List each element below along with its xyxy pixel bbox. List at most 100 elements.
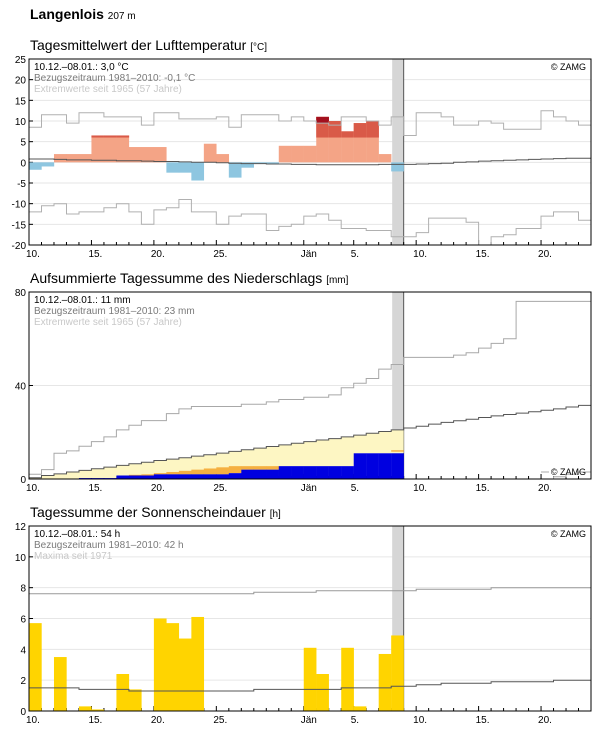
precipitation-brand: © ZAMG [551, 467, 586, 477]
precipitation-snow-bar [266, 466, 279, 470]
temperature-bar [29, 162, 42, 170]
temperature-legend-reference: Bezugszeitraum 1981–2010: -0,1 °C [34, 73, 195, 84]
sunshine-xtick-label: 25. [213, 715, 227, 726]
precipitation-bar [153, 474, 167, 479]
temperature-bar [103, 135, 117, 163]
precipitation-snow-bar [128, 474, 142, 476]
temperature-bar [141, 147, 155, 163]
precipitation-bar [391, 453, 404, 479]
sunshine-legend-reference: Bezugszeitraum 1981–2010: 42 h [34, 540, 184, 551]
temperature-bar [278, 145, 292, 163]
precipitation-xtick-label: 20. [151, 483, 165, 494]
precipitation-bar [303, 466, 317, 479]
precipitation-bar [228, 473, 242, 479]
sunshine-legend-current: 10.12.–08.01.: 54 h [34, 529, 120, 540]
temperature-ytick-label: -10 [12, 200, 27, 211]
temperature-bar [266, 162, 279, 164]
temperature-ytick-label: 5 [20, 138, 26, 149]
temperature-bar [153, 147, 167, 163]
sunshine-xtick-label: 15. [88, 715, 102, 726]
sunshine-xtick-label: 10. [413, 715, 427, 726]
sunshine-bar [166, 623, 180, 711]
precipitation-snow-bar [216, 467, 230, 475]
station-elevation: 207 m [107, 11, 136, 22]
temperature-ytick-label: 10 [15, 117, 27, 128]
sunshine-xtick-label: 20. [151, 715, 165, 726]
precipitation-max-extreme-line [29, 300, 591, 475]
precipitation-bar [291, 466, 304, 479]
sunshine-bar [153, 618, 167, 711]
station-name: Langenlois [30, 6, 104, 22]
sunshine-xtick-label: 10. [26, 715, 40, 726]
precipitation-snow-bar [228, 466, 242, 474]
temperature-ytick-label: -5 [17, 179, 26, 190]
temperature-bar [228, 162, 242, 178]
sunshine-plot-border [28, 525, 592, 712]
precipitation-bar [241, 469, 254, 479]
temperature-bar [241, 162, 254, 168]
precipitation-legend-reference: Bezugszeitraum 1981–2010: 23 mm [34, 306, 195, 317]
sunshine-bar [29, 623, 42, 711]
temperature-xtick-label: 10. [413, 249, 427, 260]
precipitation-xtick-label: 5. [351, 483, 359, 494]
sunshine-ytick-label: 6 [20, 615, 26, 626]
temperature-current-day-band [392, 59, 404, 245]
temperature-bar [203, 143, 217, 163]
sunshine-bar [128, 689, 142, 711]
sunshine-max-line [29, 587, 591, 595]
precipitation-current-day-band [392, 292, 404, 479]
sunshine-xtick-label: 15. [476, 715, 490, 726]
precipitation-panel-title: Aufsummierte Tagessumme des Niederschlag… [30, 270, 348, 286]
temperature-bar-warm [116, 135, 130, 138]
temperature-xtick-label: 25. [213, 249, 227, 260]
precipitation-bar [278, 466, 292, 479]
temperature-normal-line [29, 157, 591, 166]
sunshine-normal-line [29, 679, 591, 692]
temperature-bar-warm [103, 135, 117, 138]
sunshine-bar [353, 706, 367, 711]
sunshine-bar [303, 647, 317, 711]
precipitation-legend-extremes: Extremwerte seit 1965 (57 Jahre) [34, 317, 182, 328]
precipitation-bar [116, 475, 130, 479]
precipitation-xtick-label: 15. [88, 483, 102, 494]
temperature-bar [53, 154, 67, 163]
temperature-bar [291, 145, 304, 163]
temperature-bar [378, 154, 392, 163]
precipitation-snow-bar [166, 471, 180, 475]
temperature-plot-border [28, 58, 592, 246]
temperature-brand: © ZAMG [551, 62, 586, 72]
precipitation-bar [266, 469, 279, 479]
precipitation-xtick-label: 15. [476, 483, 490, 494]
precipitation-bar [253, 469, 267, 479]
precipitation-bar [328, 466, 342, 479]
precipitation-bar [316, 466, 329, 479]
sunshine-brand: © ZAMG [551, 529, 586, 539]
precipitation-xtick-label: 10. [413, 483, 427, 494]
precipitation-xtick-label: 10. [26, 483, 40, 494]
temperature-bar [91, 135, 105, 163]
temperature-min-extreme-line [29, 199, 591, 246]
temperature-panel-title: Tagesmittelwert der Lufttemperatur [°C] [30, 37, 267, 53]
sunshine-xtick-label: 20. [538, 715, 552, 726]
temperature-bar-record [316, 116, 329, 124]
temperature-bar [41, 162, 55, 167]
temperature-xtick-label: 10. [26, 249, 40, 260]
temperature-bar [116, 135, 130, 163]
temperature-bar-warm [353, 123, 367, 138]
temperature-xtick-label: 15. [88, 249, 102, 260]
temperature-ytick-label: -15 [12, 220, 27, 231]
temperature-bar [78, 154, 92, 163]
temperature-bar [341, 131, 354, 163]
precipitation-legend-current: 10.12.–08.01.: 11 mm [34, 295, 131, 306]
temperature-ytick-label: 15 [15, 96, 27, 107]
sunshine-bar [116, 674, 130, 711]
sunshine-bar [178, 638, 192, 711]
sunshine-xtick-label: 5. [351, 715, 359, 726]
temperature-ytick-label: -20 [12, 241, 27, 252]
temperature-bar-warm [328, 121, 342, 138]
sunshine-current-day-band [392, 526, 404, 711]
temperature-bar [391, 162, 404, 172]
sunshine-xtick-label: Jän [301, 715, 317, 726]
precipitation-plot-border [28, 291, 592, 480]
